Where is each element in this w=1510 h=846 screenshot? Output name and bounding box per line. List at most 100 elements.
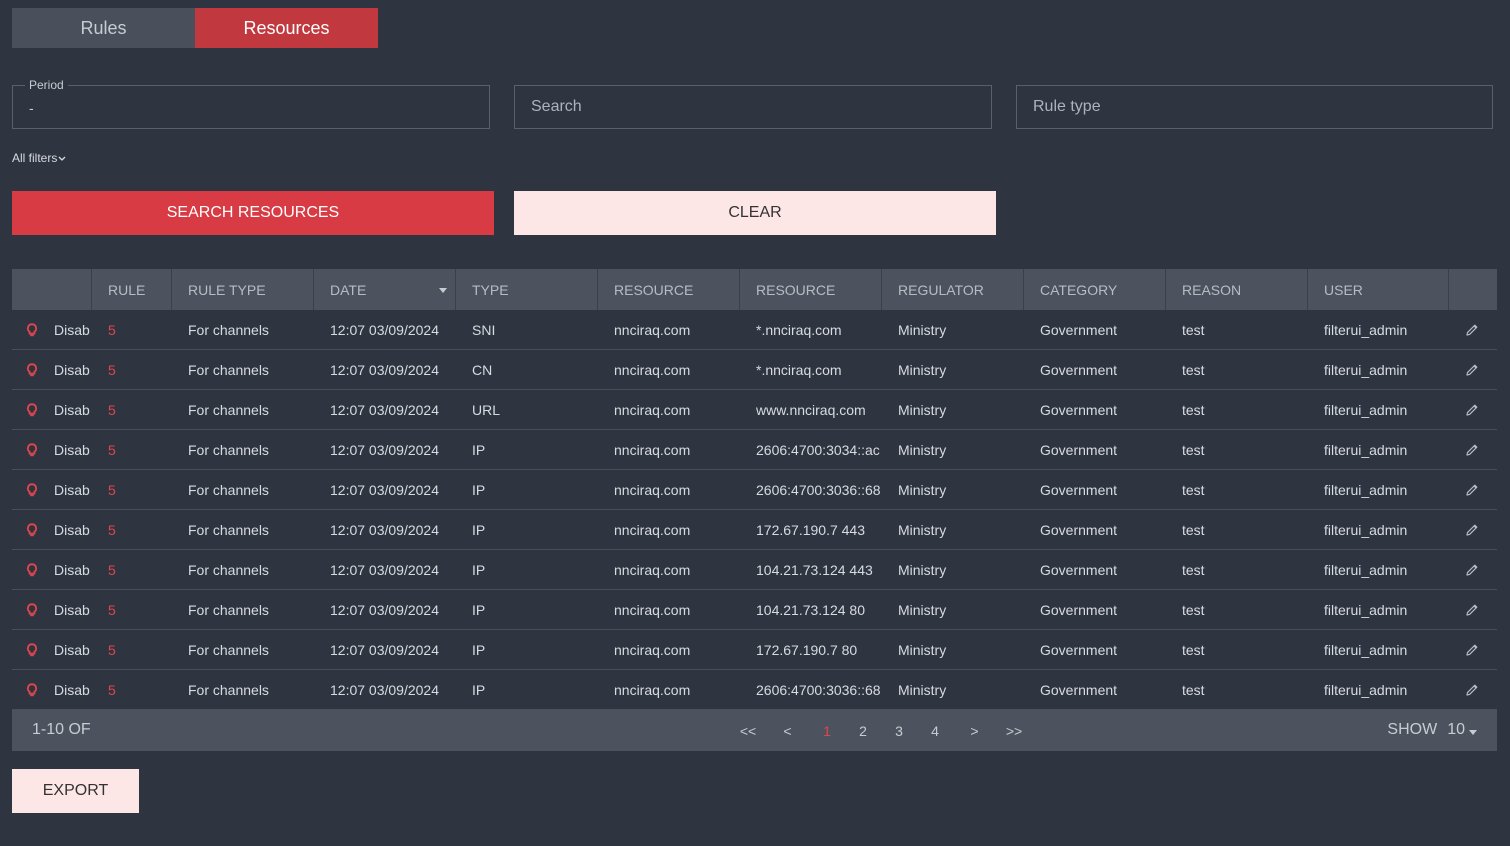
- cell-regulator: Ministry: [898, 681, 947, 698]
- cell-actions: [1449, 590, 1497, 629]
- status-text: Disab: [54, 601, 90, 618]
- cell-resource-domain: nnciraq.com: [614, 561, 691, 578]
- table-row[interactable]: Disab 5 For channels 12:07 03/09/2024 IP nnci…: [12, 470, 1497, 510]
- pencil-icon[interactable]: [1464, 402, 1480, 418]
- search-input[interactable]: [515, 86, 991, 128]
- cell-reason: test: [1182, 361, 1205, 378]
- pencil-icon[interactable]: [1464, 522, 1480, 538]
- cell-rule-type: For channels: [188, 601, 269, 618]
- table-row[interactable]: Disab 5 For channels 12:07 03/09/2024 CN nnci…: [12, 350, 1497, 390]
- cell-reason: test: [1182, 641, 1205, 658]
- column-header-type[interactable]: TYPE: [456, 269, 598, 310]
- sort-caret-icon[interactable]: [439, 288, 447, 293]
- lightbulb-icon[interactable]: [26, 362, 38, 377]
- cell-rule: 5: [108, 521, 116, 538]
- lightbulb-icon[interactable]: [26, 402, 38, 417]
- cell-rule-type: For channels: [188, 521, 269, 538]
- table-row[interactable]: Disab 5 For channels 12:07 03/09/2024 IP nnci…: [12, 590, 1497, 630]
- column-header-regulator[interactable]: REGULATOR: [882, 269, 1024, 310]
- page-button-2[interactable]: 2: [859, 723, 867, 739]
- table-row[interactable]: Disab 5 For channels 12:07 03/09/2024 IP nnci…: [12, 510, 1497, 550]
- show-label: SHOW: [1387, 721, 1438, 738]
- rule-type-input[interactable]: [1017, 86, 1492, 128]
- period-value: -: [29, 100, 34, 116]
- table-row[interactable]: Disab 5 For channels 12:07 03/09/2024 SNI nnc…: [12, 310, 1497, 350]
- cell-status: Disab: [12, 350, 92, 389]
- status-text: Disab: [54, 561, 90, 578]
- search-resources-button[interactable]: SEARCH RESOURCES: [12, 191, 494, 235]
- cell-status: Disab: [12, 430, 92, 469]
- page-size-select[interactable]: 10: [1447, 721, 1477, 739]
- cell-resource-domain: nnciraq.com: [614, 441, 691, 458]
- cell-status: Disab: [12, 630, 92, 669]
- cell-category: Government: [1040, 601, 1118, 618]
- next-page-button[interactable]: >: [970, 723, 979, 739]
- table-row[interactable]: Disab 5 For channels 12:07 03/09/2024 IP nnci…: [12, 550, 1497, 590]
- column-header-user[interactable]: USER: [1308, 269, 1449, 310]
- lightbulb-icon[interactable]: [26, 322, 38, 337]
- column-header-date[interactable]: DATE: [314, 269, 456, 310]
- pencil-icon[interactable]: [1464, 642, 1480, 658]
- first-page-button[interactable]: <<: [739, 723, 757, 739]
- cell-category: Government: [1040, 481, 1118, 498]
- lightbulb-icon[interactable]: [26, 482, 38, 497]
- lightbulb-icon[interactable]: [26, 562, 38, 577]
- cell-rule: 5: [108, 401, 116, 418]
- table-row[interactable]: Disab 5 For channels 12:07 03/09/2024 IP nnci…: [12, 430, 1497, 470]
- table-row[interactable]: Disab 5 For channels 12:07 03/09/2024 URL nnc…: [12, 390, 1497, 430]
- pencil-icon[interactable]: [1464, 682, 1480, 698]
- cell-category: Government: [1040, 681, 1118, 698]
- pencil-icon[interactable]: [1464, 602, 1480, 618]
- cell-type: IP: [472, 641, 486, 658]
- status-text: Disab: [54, 321, 90, 338]
- cell-resource-domain: nnciraq.com: [614, 681, 691, 698]
- column-header-date-label: DATE: [330, 282, 367, 298]
- pencil-icon[interactable]: [1464, 442, 1480, 458]
- column-header-status: [12, 269, 92, 310]
- column-header-rule[interactable]: RULE: [92, 269, 172, 310]
- tab-resources[interactable]: Resources: [195, 8, 378, 48]
- lightbulb-icon[interactable]: [26, 442, 38, 457]
- lightbulb-icon[interactable]: [26, 682, 38, 697]
- page-button-4[interactable]: 4: [931, 723, 939, 739]
- column-header-rule-type[interactable]: RULE TYPE: [172, 269, 314, 310]
- lightbulb-icon[interactable]: [26, 602, 38, 617]
- pencil-icon[interactable]: [1464, 562, 1480, 578]
- last-page-button[interactable]: >>: [1005, 723, 1023, 739]
- column-header-resource-domain[interactable]: RESOURCE: [598, 269, 740, 310]
- cell-resource-domain: nnciraq.com: [614, 521, 691, 538]
- column-header-reason[interactable]: REASON: [1166, 269, 1308, 310]
- lightbulb-icon[interactable]: [26, 642, 38, 657]
- table-row[interactable]: Disab 5 For channels 12:07 03/09/2024 IP nnci…: [12, 630, 1497, 670]
- cell-resource: 172.67.190.7 80: [756, 641, 858, 658]
- pencil-icon[interactable]: [1464, 322, 1480, 338]
- cell-regulator: Ministry: [898, 641, 947, 658]
- pencil-icon[interactable]: [1464, 362, 1480, 378]
- cell-rule: 5: [108, 601, 116, 618]
- cell-resource: 2606:4700:3034::ac: [756, 441, 880, 458]
- cell-rule: 5: [108, 481, 116, 498]
- all-filters-toggle[interactable]: All filters: [12, 151, 66, 165]
- column-header-category[interactable]: CATEGORY: [1024, 269, 1166, 310]
- prev-page-button[interactable]: <: [783, 723, 792, 739]
- cell-user: filterui_admin: [1324, 641, 1408, 658]
- page-button-3[interactable]: 3: [895, 723, 903, 739]
- clear-button[interactable]: CLEAR: [514, 191, 996, 235]
- export-button[interactable]: EXPORT: [12, 769, 139, 813]
- cell-type: CN: [472, 361, 493, 378]
- cell-user: filterui_admin: [1324, 321, 1408, 338]
- period-field[interactable]: Period -: [12, 78, 490, 129]
- cell-resource: 2606:4700:3036::68: [756, 681, 881, 698]
- pencil-icon[interactable]: [1464, 482, 1480, 498]
- status-text: Disab: [54, 681, 90, 698]
- table-body: Disab 5 For channels 12:07 03/09/2024 SNI nnc…: [12, 310, 1497, 710]
- column-header-resource[interactable]: RESOURCE: [740, 269, 882, 310]
- cell-rule-type: For channels: [188, 401, 269, 418]
- cell-actions: [1449, 310, 1497, 349]
- page-button-1[interactable]: 1: [823, 723, 831, 739]
- tab-rules[interactable]: Rules: [12, 8, 195, 48]
- cell-actions: [1449, 390, 1497, 429]
- table-row[interactable]: Disab 5 For channels 12:07 03/09/2024 IP nnci…: [12, 670, 1497, 710]
- lightbulb-icon[interactable]: [26, 522, 38, 537]
- cell-reason: test: [1182, 321, 1205, 338]
